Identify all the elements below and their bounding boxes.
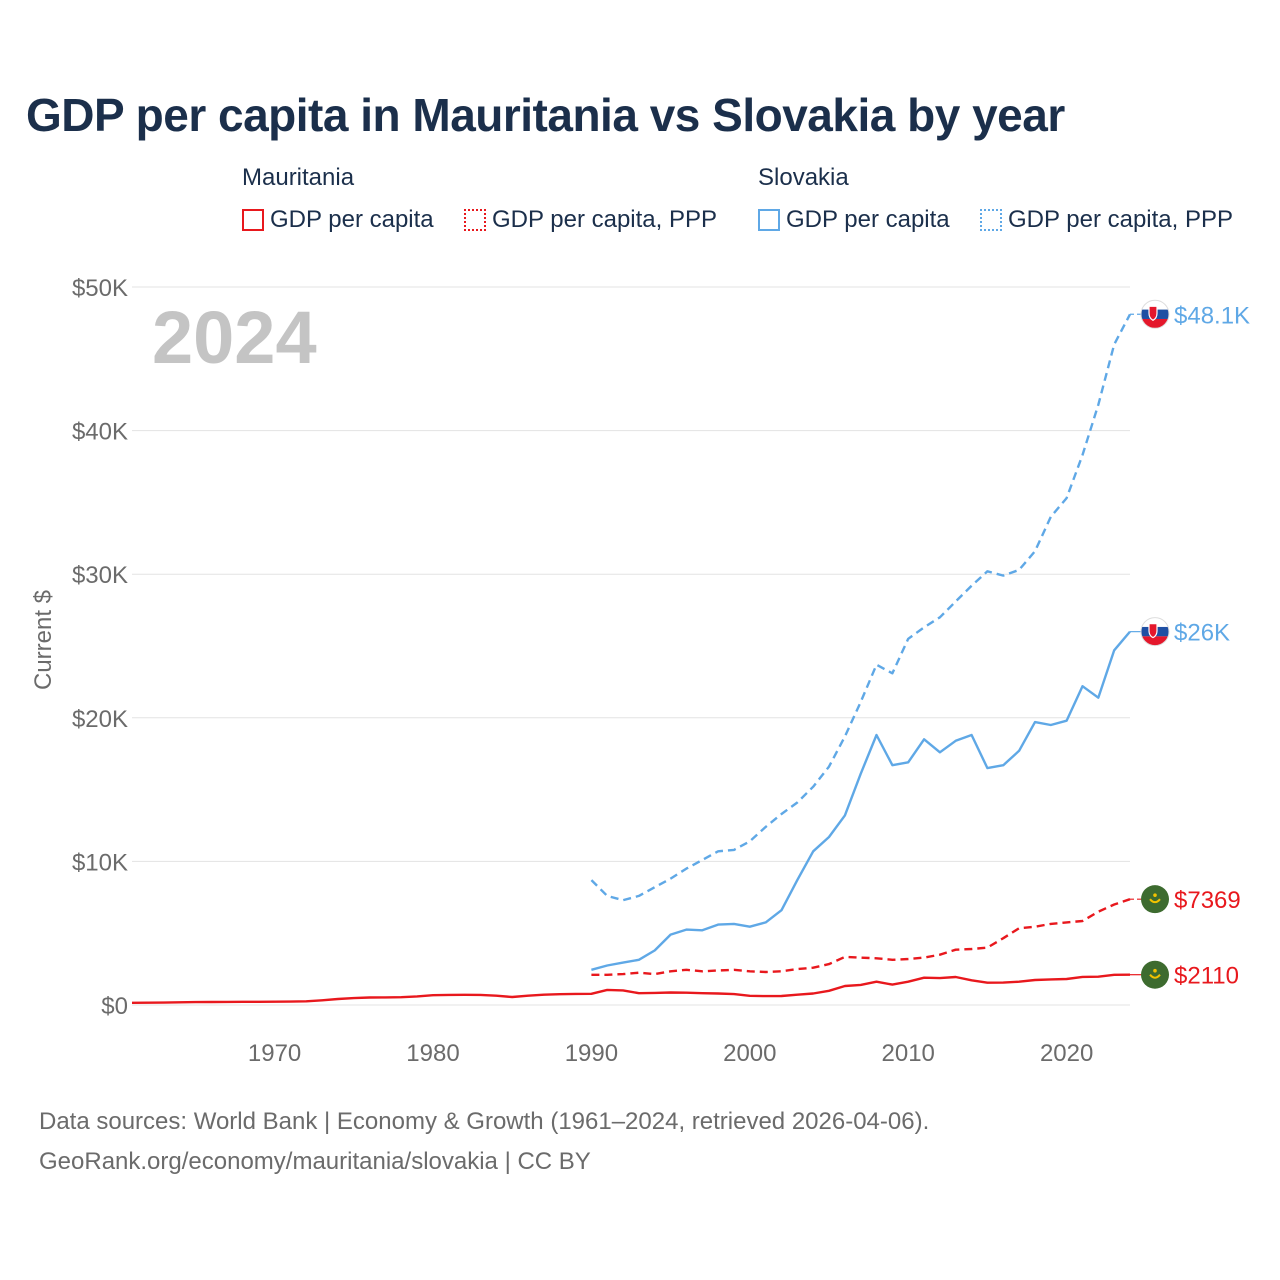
mauritania-flag-icon <box>1141 960 1169 989</box>
flag-shield <box>1148 305 1158 321</box>
legend-item-slovakia-gdp[interactable]: GDP per capita <box>758 205 950 235</box>
x-tick-label: 1990 <box>565 1040 618 1067</box>
series-end-label: $2110 <box>1174 963 1239 990</box>
chart-title: GDP per capita in Mauritania vs Slovakia… <box>26 89 1065 141</box>
legend-swatch-solid-red <box>242 209 264 231</box>
flag-field <box>1141 885 1169 914</box>
flag-shield <box>1148 623 1158 639</box>
legend-swatch-dotted-blue <box>980 209 1002 231</box>
series-end-label: $48.1K <box>1174 302 1250 329</box>
series-line-0 <box>131 973 1131 1004</box>
flag-stripe-white <box>1141 300 1169 311</box>
series-end-label: $7369 <box>1174 887 1241 914</box>
legend-item-mauritania-ppp[interactable]: GDP per capita, PPP <box>464 205 717 235</box>
series-line-2 <box>591 630 1131 971</box>
flag-crescent <box>1149 974 1161 979</box>
footer-attribution[interactable]: GeoRank.org/economy/mauritania/slovakia … <box>39 1148 591 1175</box>
slovakia-flag-icon <box>1140 617 1170 647</box>
y-axis-label: Current $ <box>30 590 57 690</box>
legend-label: GDP per capita, PPP <box>492 206 717 233</box>
slovakia-flag-icon <box>1140 299 1170 329</box>
flag-star <box>1153 968 1157 973</box>
legend-label: GDP per capita, PPP <box>1008 206 1233 233</box>
flag-field <box>1141 960 1169 989</box>
flag-crescent <box>1149 898 1161 904</box>
flag-stripe-red <box>1141 318 1169 329</box>
y-tick-label: $20K <box>72 706 128 733</box>
flag-outline <box>1140 617 1170 647</box>
legend-group-slovakia: Slovakia <box>758 164 849 191</box>
y-tick-label: $30K <box>72 562 128 589</box>
year-label: 2024 <box>152 296 317 379</box>
x-tick-label: 1970 <box>248 1040 301 1067</box>
y-tick-label: $0 <box>101 993 128 1020</box>
series-line-3 <box>590 313 1132 902</box>
y-tick-label: $40K <box>72 419 128 446</box>
series-line-1 <box>591 898 1131 976</box>
flag-stripe-white <box>1141 617 1169 628</box>
line-chart: $0 $10K $20K $30K $40K $50K 1970 1980 1990 2000 20… <box>30 275 1250 1067</box>
flag-stripes <box>1141 300 1169 329</box>
legend-label: GDP per capita <box>270 206 434 233</box>
legend-item-slovakia-ppp[interactable]: GDP per capita, PPP <box>980 205 1233 235</box>
x-tick-label: 1980 <box>406 1040 459 1067</box>
footer-sources: Data sources: World Bank | Economy & Gro… <box>39 1108 930 1135</box>
legend-group-mauritania: Mauritania <box>242 164 355 191</box>
y-tick-label: $50K <box>72 275 128 302</box>
x-tick-label: 2020 <box>1040 1040 1093 1067</box>
series-end-label: $26K <box>1174 620 1230 647</box>
flag-outline <box>1140 299 1170 329</box>
flag-star <box>1153 893 1157 897</box>
y-tick-label: $10K <box>72 849 128 876</box>
legend-item-mauritania-gdp[interactable]: GDP per capita <box>242 205 434 235</box>
x-tick-label: 2000 <box>723 1040 776 1067</box>
flag-stripe-red <box>1141 636 1169 646</box>
x-tick-label: 2010 <box>882 1040 935 1067</box>
mauritania-flag-icon <box>1141 885 1169 914</box>
legend-swatch-dotted-red <box>464 209 486 231</box>
legend-label: GDP per capita <box>786 206 950 233</box>
legend-swatch-solid-blue <box>758 209 780 231</box>
flag-stripes <box>1141 617 1169 646</box>
